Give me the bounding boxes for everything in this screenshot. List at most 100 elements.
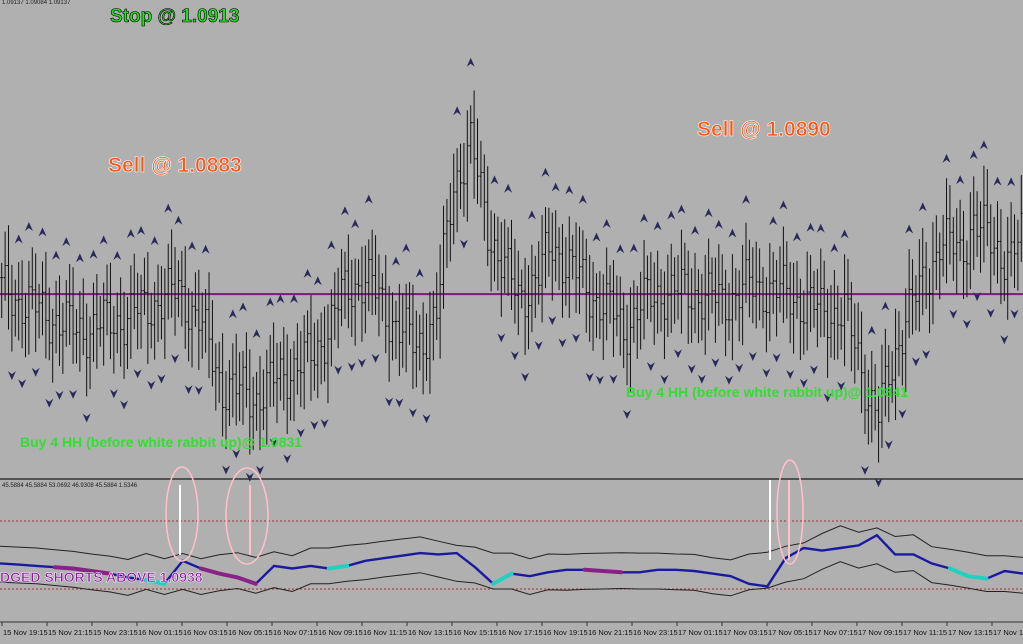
candle — [17, 262, 21, 341]
fractal-down-arrow-icon — [911, 357, 920, 367]
fractal-down-arrow-icon — [7, 371, 16, 381]
candle — [1002, 251, 1006, 302]
candle — [51, 308, 55, 383]
fractal-up-arrow-icon — [289, 294, 298, 304]
candle — [234, 333, 238, 426]
highlight-ellipse-3 — [776, 459, 804, 565]
candle — [326, 304, 330, 404]
candle — [951, 216, 955, 281]
fractal-down-arrow-icon — [55, 390, 64, 400]
candle — [734, 268, 738, 321]
candle — [122, 291, 126, 379]
fractal-up-arrow-icon — [956, 175, 965, 185]
candle — [370, 229, 374, 316]
candle — [679, 229, 683, 334]
candle — [13, 279, 17, 337]
candle — [856, 302, 860, 371]
candle — [510, 219, 513, 311]
x-tick-label: 17 Nov 11:15 — [903, 628, 947, 637]
candle — [550, 212, 554, 301]
candle — [798, 278, 802, 361]
candle — [574, 222, 578, 313]
candle — [989, 204, 993, 294]
candle — [659, 269, 663, 332]
candle — [982, 165, 986, 263]
candle — [224, 371, 228, 450]
candle — [350, 259, 354, 337]
stop-annotation: Stop @ 1.0913 — [110, 6, 239, 27]
indicator-readout: 45.5884 45.5884 53.0692 46.9308 45.5884 … — [2, 483, 138, 489]
fractal-down-arrow-icon — [823, 393, 832, 403]
candle — [363, 245, 367, 334]
fractal-down-arrow-icon — [962, 319, 971, 329]
candle — [180, 250, 184, 327]
candle — [119, 277, 123, 367]
fractal-up-arrow-icon — [391, 256, 400, 266]
fractal-down-arrow-icon — [772, 353, 781, 363]
candle — [34, 253, 38, 353]
fractal-down-arrow-icon — [184, 385, 193, 395]
candle — [819, 248, 823, 338]
candle — [183, 246, 187, 349]
candle — [486, 166, 490, 267]
highlight-ellipse-1 — [165, 466, 199, 562]
candle — [645, 255, 649, 320]
candle — [775, 260, 779, 337]
candle — [652, 262, 656, 345]
candle — [863, 354, 867, 435]
fractal-up-arrow-icon — [402, 243, 411, 253]
fractal-down-arrow-icon — [609, 374, 618, 384]
candle — [999, 209, 1003, 305]
fractal-up-arrow-icon — [313, 276, 322, 286]
candle — [200, 292, 204, 359]
highlight-ellipse-2 — [225, 467, 269, 565]
candle — [686, 250, 690, 344]
candle — [221, 333, 225, 437]
candle — [387, 285, 391, 382]
fractal-up-arrow-icon — [239, 302, 248, 312]
indicator-segment-purple-1 — [52, 565, 112, 576]
candle — [744, 222, 748, 303]
candle — [217, 341, 221, 403]
candle — [547, 207, 551, 277]
candle — [897, 311, 901, 377]
fractal-down-arrow-icon — [310, 420, 319, 430]
candle — [159, 266, 163, 340]
fractal-up-arrow-icon — [38, 227, 47, 237]
candle — [543, 207, 547, 289]
candle — [975, 191, 979, 257]
candle — [227, 360, 231, 427]
candle — [747, 239, 751, 318]
candle — [992, 216, 996, 276]
candle — [938, 232, 942, 300]
fractal-down-arrow-icon — [45, 398, 54, 408]
candle — [642, 240, 646, 340]
candle — [506, 227, 510, 296]
candle — [972, 176, 976, 271]
candle — [513, 238, 517, 324]
candle — [931, 222, 935, 325]
candle — [639, 271, 643, 350]
hedged-shorts-annotation: DGED SHORTS ABOVE 1.0938 — [0, 569, 203, 585]
fractal-up-arrow-icon — [164, 203, 173, 213]
fractal-up-arrow-icon — [905, 224, 914, 234]
x-tick-label: 15 Nov 21:15 — [48, 628, 93, 637]
fractal-up-arrow-icon — [969, 150, 978, 160]
fractal-up-arrow-icon — [667, 210, 676, 220]
candle — [907, 249, 911, 339]
fractal-down-arrow-icon — [69, 389, 78, 399]
candle — [690, 268, 694, 343]
sell-annotation-1: Sell @ 1.0883 — [108, 154, 242, 177]
candle — [815, 268, 819, 348]
candle — [795, 260, 799, 319]
candle — [809, 255, 813, 332]
candle — [883, 328, 887, 417]
candle — [788, 262, 792, 344]
candle — [353, 258, 357, 346]
x-tick-label: 16 Nov 21:15 — [588, 628, 633, 637]
fractal-down-arrow-icon — [371, 353, 380, 363]
candle — [526, 265, 530, 350]
candle — [904, 288, 908, 393]
fractal-up-arrow-icon — [364, 194, 373, 204]
fractal-up-arrow-icon — [527, 210, 536, 220]
